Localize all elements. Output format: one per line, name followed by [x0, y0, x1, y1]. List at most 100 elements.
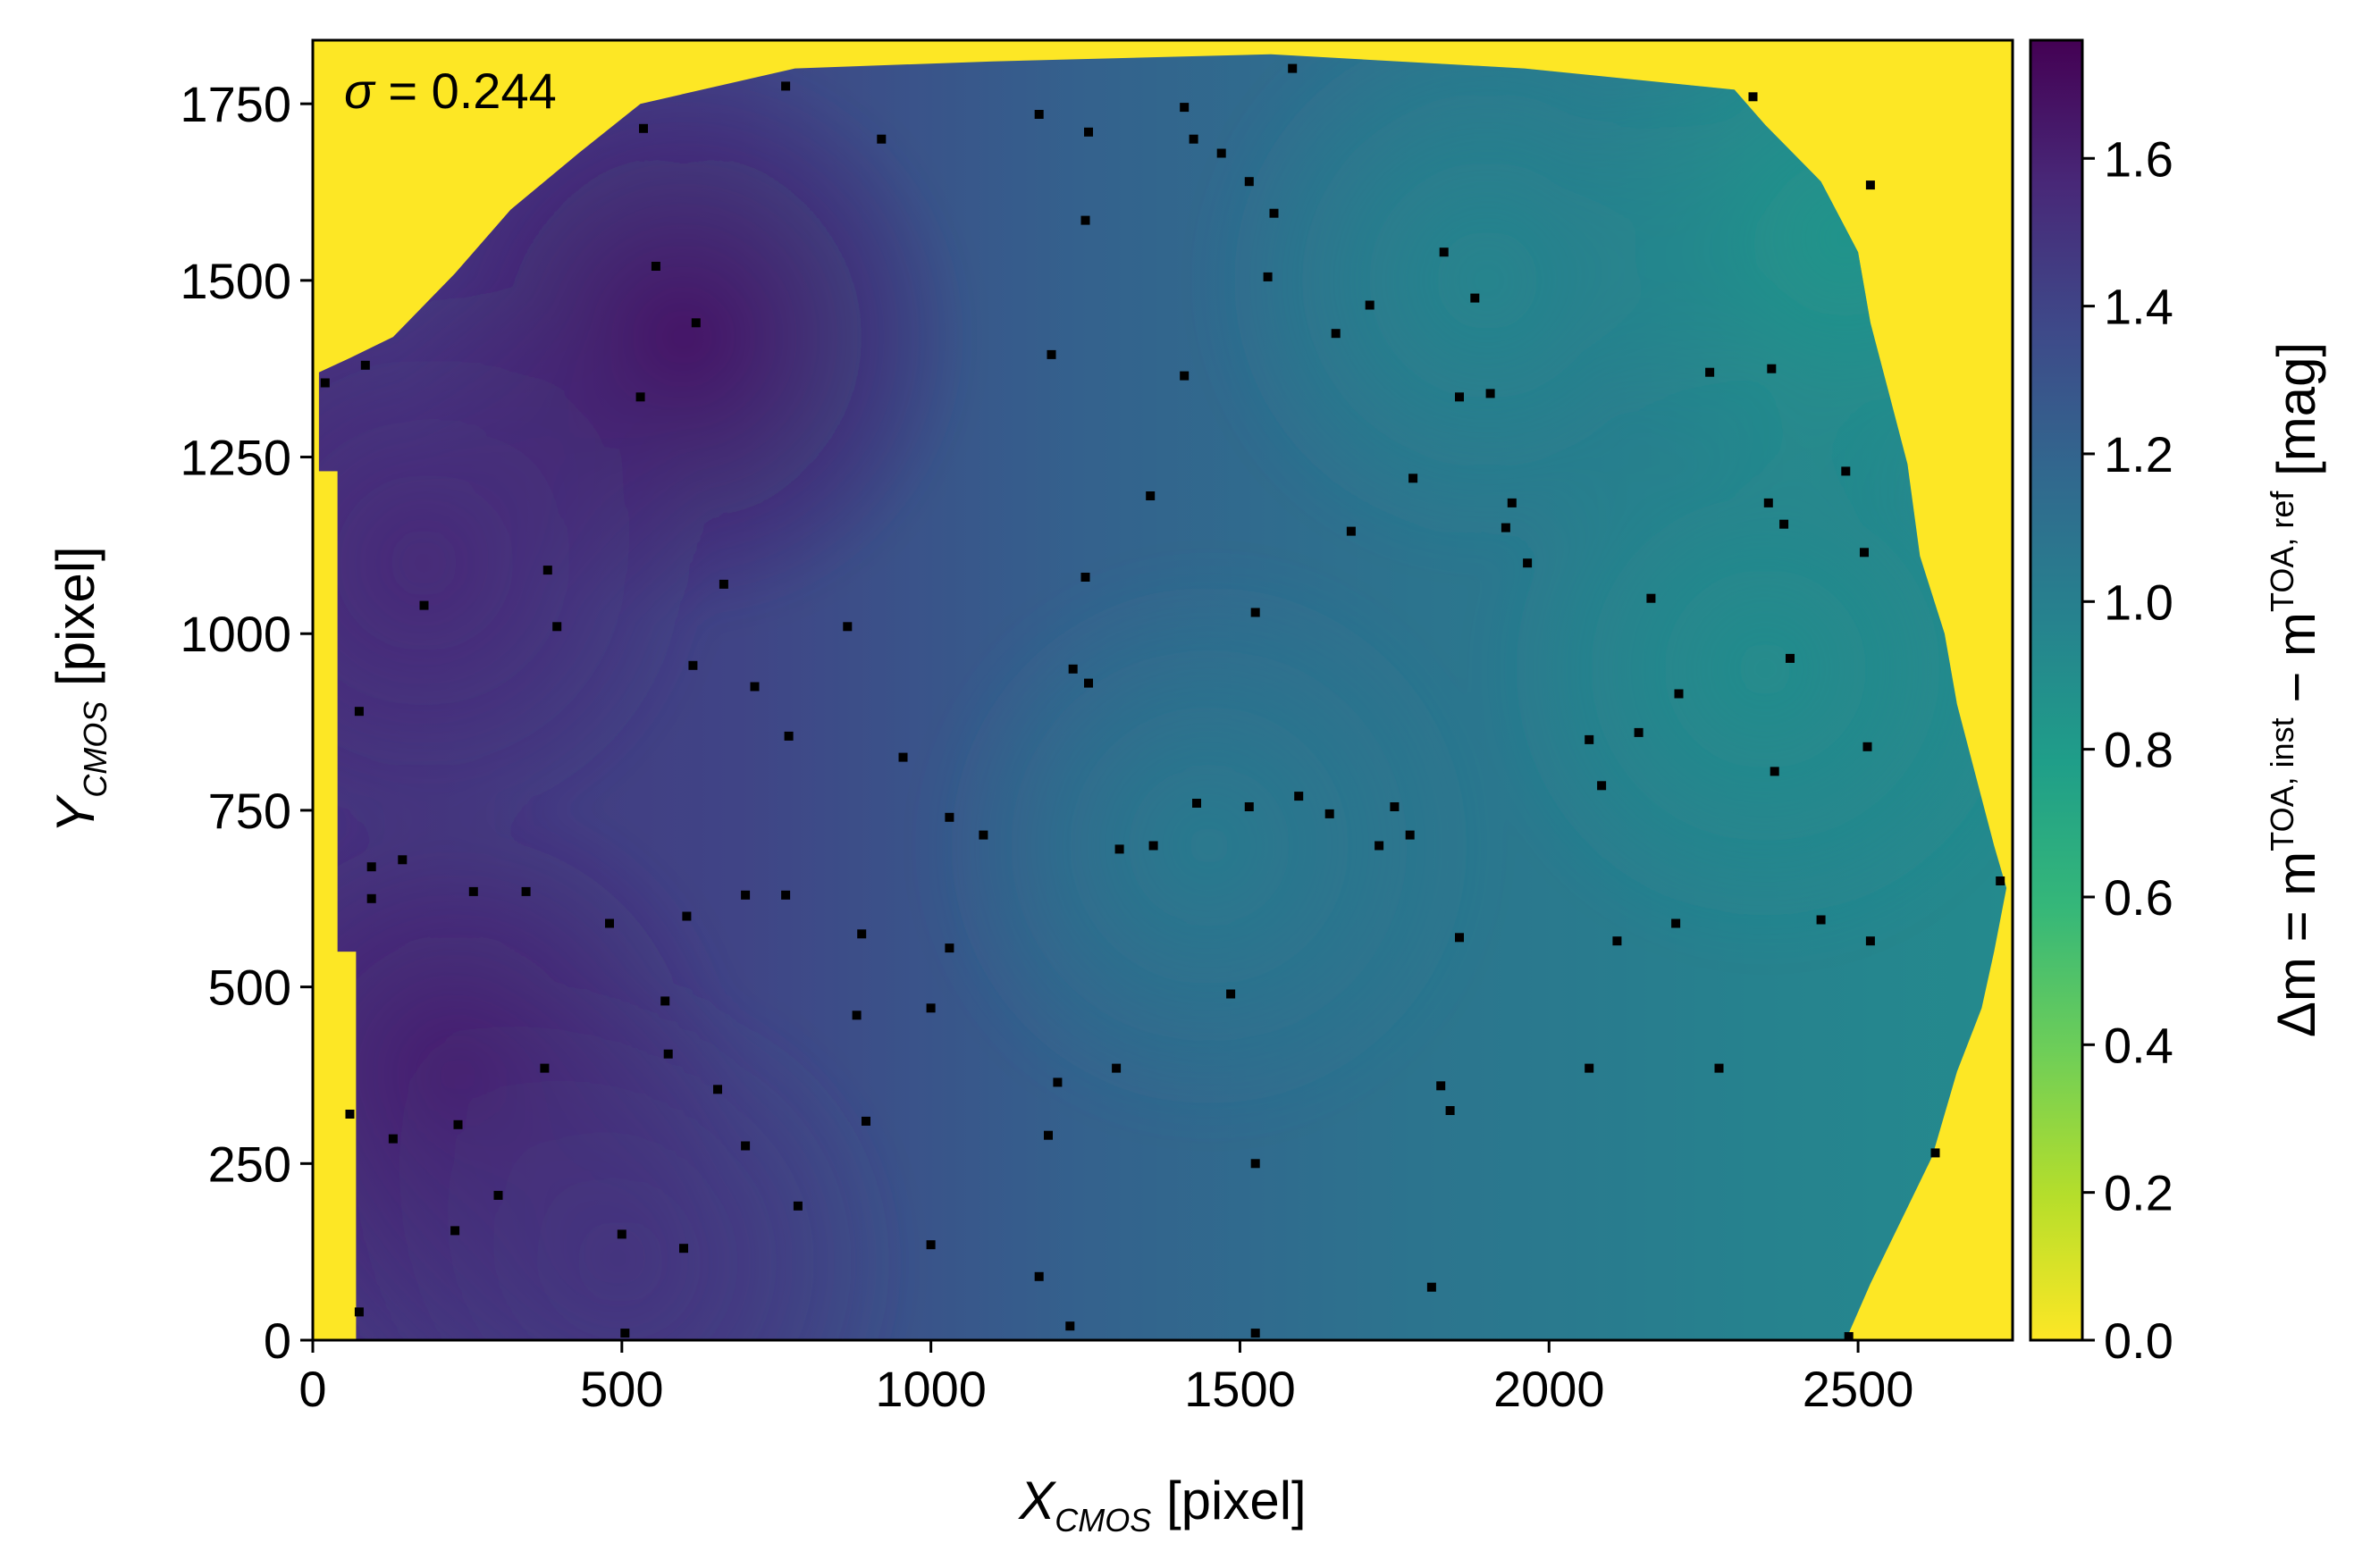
data-point	[620, 1329, 630, 1338]
data-point	[979, 830, 988, 840]
data-point	[1714, 1063, 1724, 1073]
data-point	[857, 929, 867, 939]
data-point	[1080, 573, 1090, 582]
data-point	[843, 622, 853, 632]
data-point	[1671, 918, 1681, 928]
data-point	[1455, 392, 1464, 402]
data-point	[1192, 799, 1201, 808]
data-point	[1148, 841, 1158, 851]
data-point	[1408, 474, 1418, 483]
heatmap-field	[318, 54, 2007, 1340]
y-tick-label: 1000	[180, 606, 291, 662]
data-point	[663, 1049, 673, 1059]
data-point	[1180, 371, 1190, 381]
data-point	[1068, 664, 1078, 674]
data-point	[354, 707, 364, 717]
data-point	[1844, 1332, 1854, 1340]
data-point	[719, 579, 728, 589]
data-point	[1770, 767, 1779, 776]
x-tick-label: 0	[298, 1361, 326, 1417]
field-hotspot	[318, 277, 710, 850]
y-axis-label-sub: CMOS	[77, 701, 113, 798]
data-point	[1634, 727, 1644, 737]
field-hotspot	[335, 977, 908, 1340]
data-point	[1084, 678, 1093, 688]
data-point	[1080, 215, 1090, 225]
colorbar-label-sup1: TOA, inst	[2264, 717, 2300, 851]
data-point	[1112, 1063, 1122, 1073]
x-tick-label: 500	[580, 1361, 663, 1417]
data-point	[398, 855, 408, 865]
x-axis-label-sub: CMOS	[1055, 1502, 1151, 1539]
data-point	[1244, 177, 1254, 187]
colorbar-tick-label: 0.2	[2104, 1165, 2173, 1221]
y-tick-label: 250	[208, 1136, 291, 1192]
data-point	[781, 890, 791, 900]
colorbar-tick-label: 1.0	[2104, 574, 2173, 630]
data-point	[453, 1119, 463, 1129]
data-point	[1047, 349, 1056, 359]
data-point	[1146, 491, 1156, 500]
data-point	[354, 1307, 364, 1317]
data-point	[1455, 933, 1464, 943]
x-tick-label: 2000	[1493, 1361, 1605, 1417]
data-point	[419, 600, 429, 610]
data-point	[651, 262, 660, 271]
data-point	[450, 1226, 460, 1236]
colorbar	[2029, 38, 2084, 1342]
data-point	[1862, 742, 1872, 751]
data-point	[1646, 593, 1656, 603]
x-axis-ticks: 0 500 1000 1500 2000 2500	[298, 1340, 1913, 1417]
data-point	[1269, 208, 1279, 218]
data-point	[679, 1244, 688, 1254]
data-point	[388, 1134, 398, 1144]
data-point	[1375, 841, 1384, 851]
data-point	[1436, 1081, 1446, 1091]
x-tick-label: 1500	[1184, 1361, 1296, 1417]
data-point	[345, 1110, 355, 1119]
data-point	[945, 812, 954, 822]
x-axis-label-unit: [pixel]	[1151, 1471, 1306, 1530]
data-point	[1244, 802, 1254, 811]
data-point	[1288, 63, 1298, 73]
y-tick-label: 1250	[180, 430, 291, 486]
data-point	[617, 1229, 626, 1239]
colorbar-label-mid: − m	[2266, 612, 2326, 717]
data-point	[1189, 134, 1198, 144]
data-point	[1501, 523, 1510, 532]
data-point	[1763, 498, 1773, 507]
data-point	[691, 318, 701, 328]
data-point	[1263, 272, 1273, 281]
data-point	[1250, 1329, 1260, 1338]
data-point	[682, 911, 692, 921]
y-tick-label: 0	[264, 1312, 291, 1369]
data-point	[741, 1141, 751, 1151]
data-point	[360, 360, 370, 370]
y-axis-label: YCMOS [pixel]	[46, 546, 113, 833]
data-point	[781, 81, 791, 91]
colorbar-tick-label: 1.2	[2104, 426, 2173, 482]
data-point	[1841, 466, 1851, 476]
data-point	[688, 660, 698, 670]
colorbar-tick-label: 0.6	[2104, 869, 2173, 926]
data-point	[1705, 367, 1715, 377]
data-point	[1226, 989, 1236, 999]
data-point	[1816, 915, 1826, 925]
data-point	[1053, 1077, 1063, 1087]
sigma-symbol: σ	[344, 63, 376, 119]
data-point	[605, 918, 614, 928]
y-tick-label: 1750	[180, 76, 291, 132]
y-axis-label-main: Y	[46, 794, 105, 834]
data-point	[1523, 558, 1533, 568]
y-axis-label-unit: [pixel]	[46, 546, 105, 700]
data-point	[1390, 802, 1400, 811]
data-point	[1439, 247, 1449, 257]
data-point	[862, 1116, 870, 1126]
sigma-value: = 0.244	[374, 63, 557, 119]
data-point	[1034, 1271, 1044, 1281]
colorbar-label: Δm = mTOA, inst − mTOA, ref [mag]	[2264, 342, 2326, 1037]
data-point	[552, 622, 562, 632]
data-point	[1612, 936, 1622, 946]
field-hotspot	[922, 559, 1495, 1132]
data-point	[1585, 1063, 1594, 1073]
